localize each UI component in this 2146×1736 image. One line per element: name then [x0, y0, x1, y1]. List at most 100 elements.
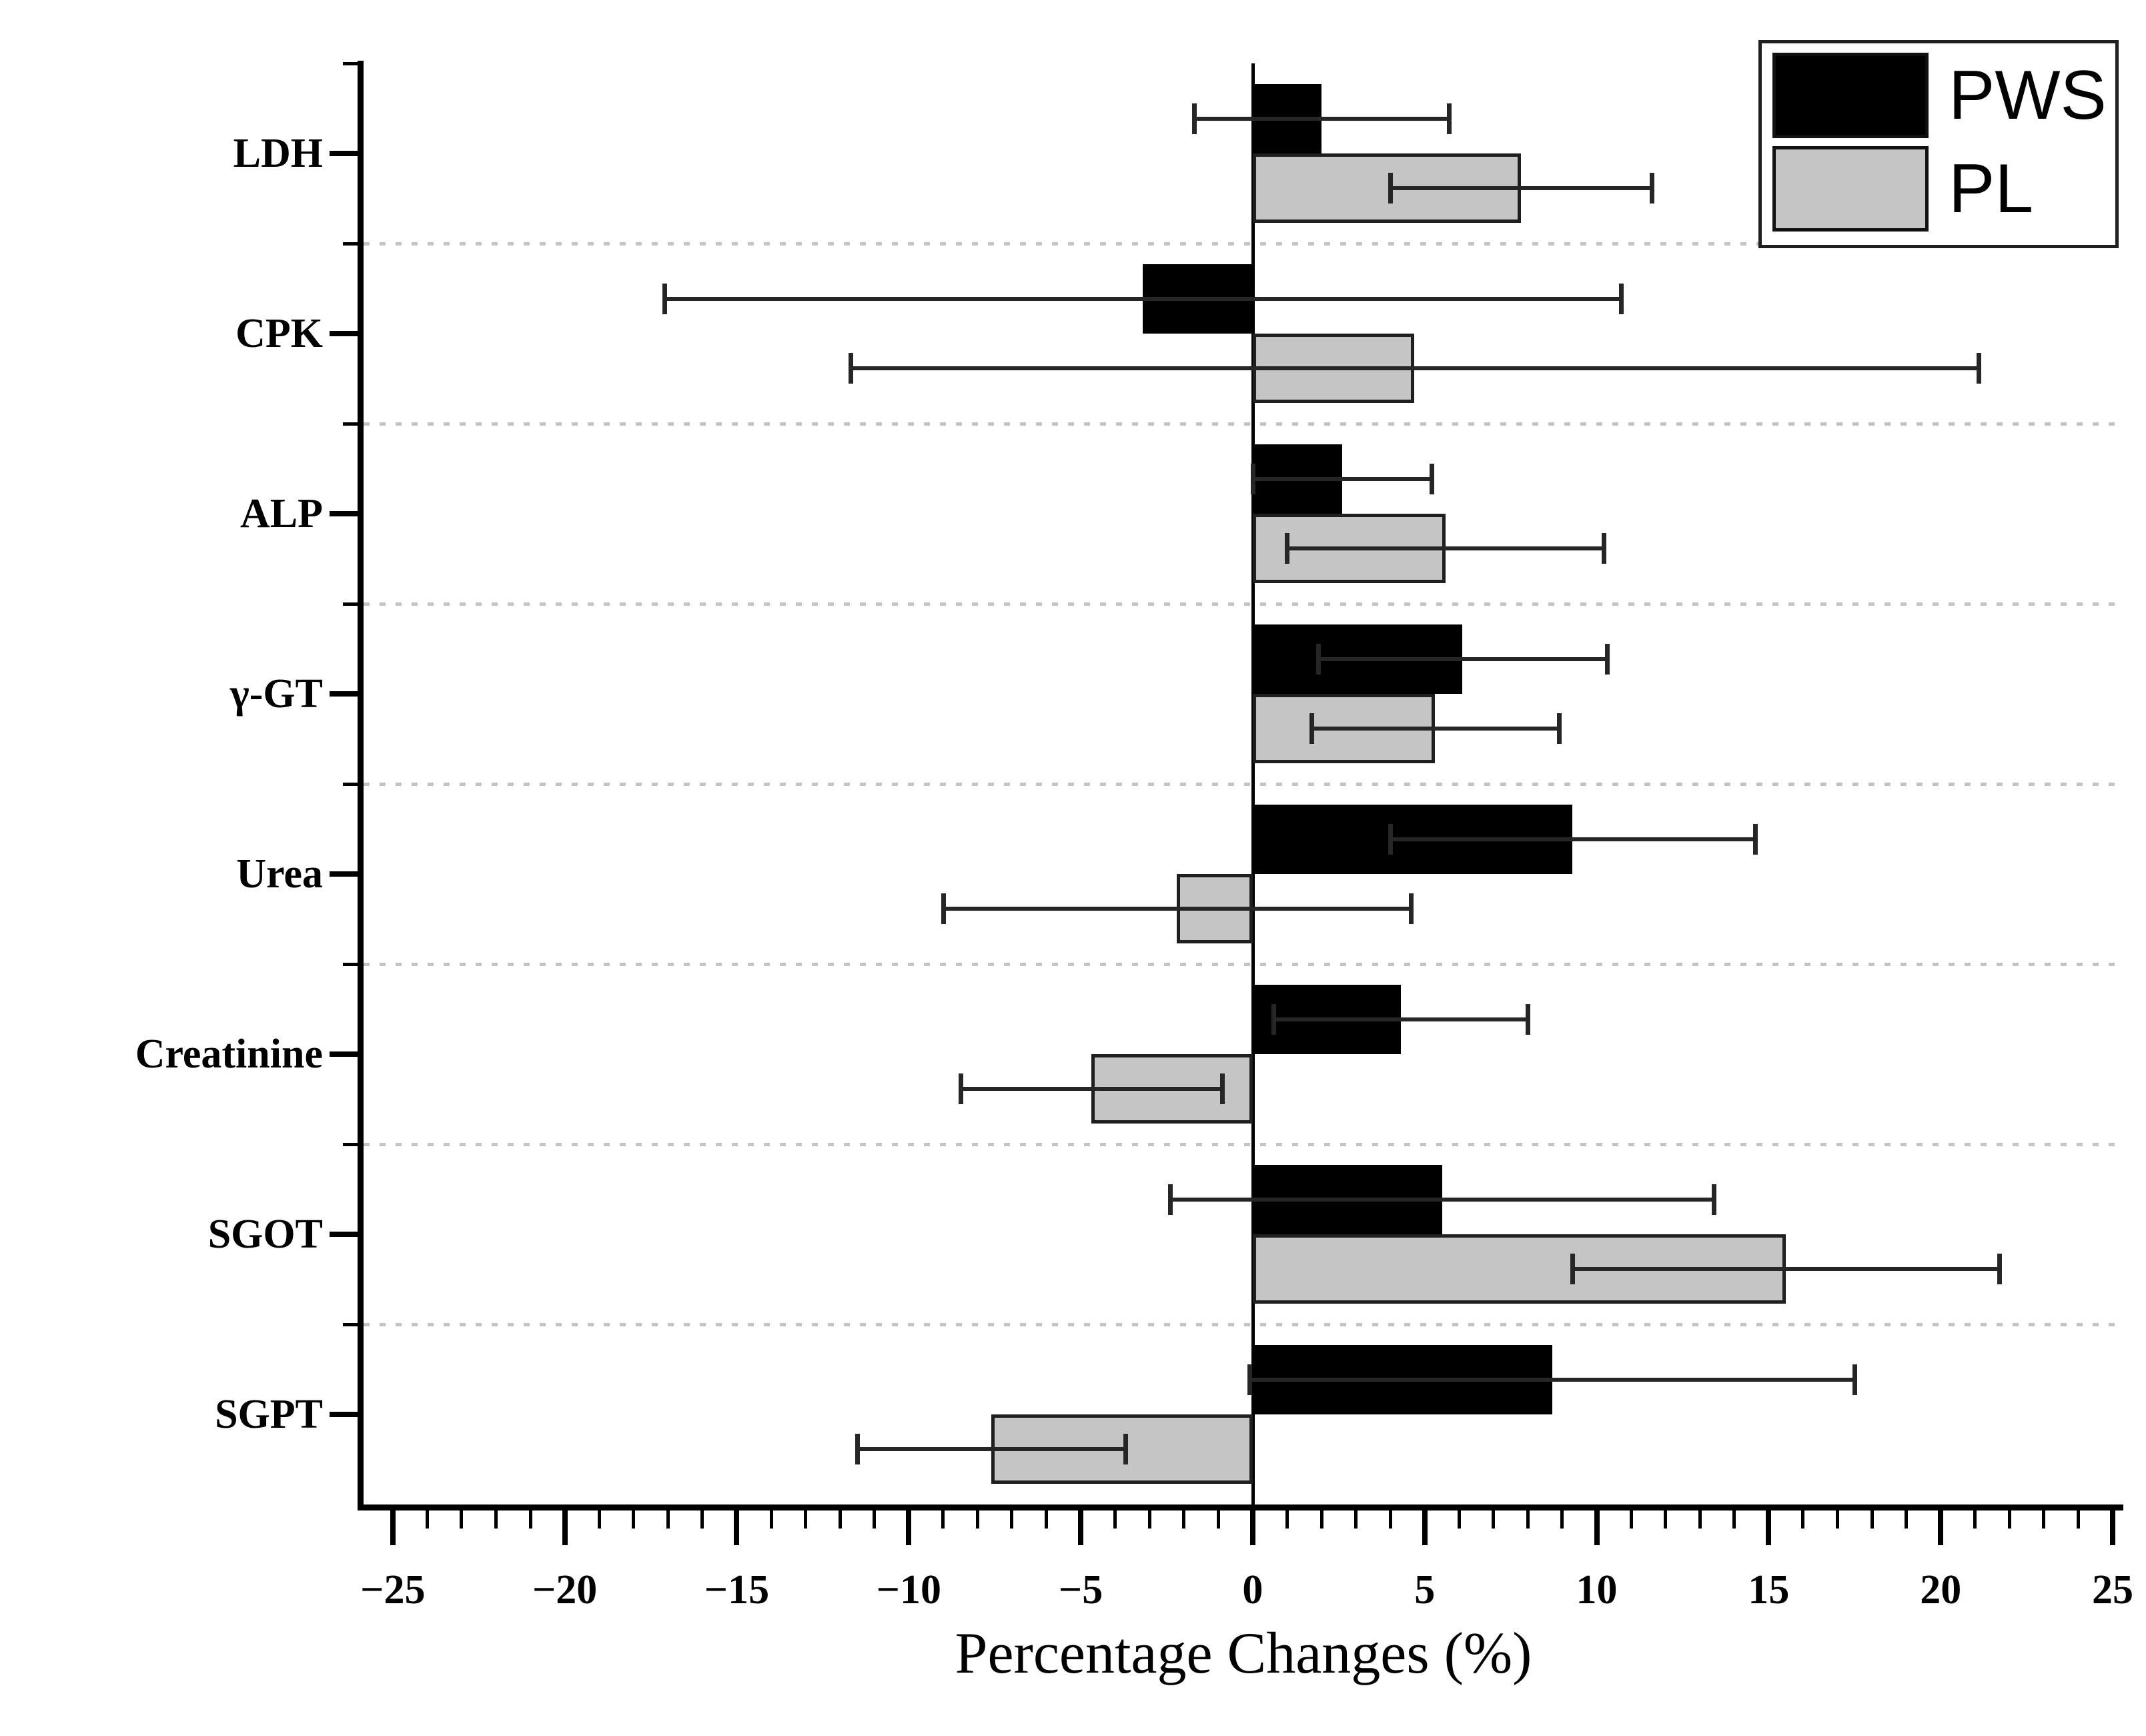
y-tick-minor [343, 1322, 358, 1326]
x-tick-minor [1973, 1510, 1977, 1529]
error-cap-right [1711, 1184, 1716, 1215]
x-tick-label: 10 [1576, 1567, 1618, 1613]
error-cap-right [1526, 1004, 1531, 1035]
error-cap-left [1168, 1184, 1173, 1215]
x-tick-label: 20 [1920, 1567, 1962, 1613]
legend-row-pws: PWS [1772, 53, 2115, 138]
y-tick-minor [343, 422, 358, 426]
x-tick-label: 15 [1748, 1567, 1790, 1613]
gridline [364, 422, 2123, 426]
error-bar-pws-8 [1249, 1378, 1855, 1382]
x-tick-major [1422, 1510, 1428, 1545]
error-cap-right [1556, 713, 1562, 744]
error-bar-pl-5 [943, 907, 1412, 911]
y-tick-major [330, 871, 358, 877]
x-tick-minor [1870, 1510, 1874, 1529]
gridline [364, 242, 2123, 246]
error-bar-pws-3 [1252, 477, 1432, 481]
x-tick-minor [804, 1510, 808, 1529]
y-tick-major [330, 1232, 358, 1237]
x-tick-major [1249, 1510, 1255, 1545]
x-tick-minor [1354, 1510, 1358, 1529]
x-tick-label: −5 [1058, 1567, 1103, 1613]
y-tick-minor [343, 242, 358, 246]
error-cap-right [1601, 533, 1606, 564]
x-tick-label: −20 [532, 1567, 598, 1613]
x-tick-major [1594, 1510, 1600, 1545]
x-tick-minor [2042, 1510, 2046, 1529]
legend-swatch-pl [1772, 146, 1929, 232]
error-cap-right [1430, 464, 1435, 494]
error-cap-left [958, 1073, 963, 1104]
error-cap-right [1605, 644, 1610, 675]
error-cap-right [1997, 1254, 2002, 1284]
y-tick-major [330, 511, 358, 516]
x-tick-minor [425, 1510, 429, 1529]
x-tick-minor [1560, 1510, 1564, 1529]
x-tick-major [562, 1510, 568, 1545]
x-tick-minor [528, 1510, 532, 1529]
x-tick-minor [1147, 1510, 1151, 1529]
y-axis-line [358, 61, 364, 1510]
x-tick-minor [1629, 1510, 1633, 1529]
error-bar-pl-8 [857, 1447, 1126, 1451]
legend-swatch-pws [1772, 53, 1929, 138]
x-tick-minor [1526, 1510, 1530, 1529]
y-tick-major [330, 1412, 358, 1417]
error-bar-pl-1 [1390, 186, 1652, 190]
category-label: SGPT [215, 1392, 323, 1437]
x-tick-minor [1182, 1510, 1186, 1529]
x-tick-minor [941, 1510, 945, 1529]
category-label: LDH [233, 131, 323, 176]
error-cap-left [1271, 1004, 1276, 1035]
x-tick-minor [1664, 1510, 1668, 1529]
gridline [364, 1323, 2123, 1326]
error-cap-right [1852, 1364, 1858, 1395]
x-tick-minor [1836, 1510, 1839, 1529]
x-tick-label: −15 [704, 1567, 770, 1613]
error-cap-left [662, 284, 668, 314]
x-tick-minor [1905, 1510, 1909, 1529]
x-tick-minor [1698, 1510, 1702, 1529]
x-tick-minor [700, 1510, 704, 1529]
legend-label-pws: PWS [1949, 57, 2107, 134]
error-cap-right [1650, 173, 1655, 203]
y-tick-minor [343, 782, 358, 786]
legend-row-pl: PL [1772, 146, 2115, 232]
y-tick-major [330, 691, 358, 697]
y-tick-minor [343, 1142, 358, 1146]
x-tick-major [1938, 1510, 1944, 1545]
error-cap-left [1250, 464, 1255, 494]
zero-line [1251, 63, 1255, 1504]
error-bar-pws-6 [1273, 1017, 1528, 1021]
category-label: Urea [236, 851, 323, 897]
error-bar-pws-1 [1194, 117, 1449, 121]
error-cap-right [1409, 893, 1414, 924]
error-cap-left [1388, 173, 1394, 203]
x-tick-minor [1732, 1510, 1736, 1529]
error-cap-left [1247, 1364, 1252, 1395]
x-tick-minor [1045, 1510, 1049, 1529]
error-cap-right [1123, 1434, 1129, 1464]
y-tick-major [330, 151, 358, 156]
x-tick-minor [494, 1510, 498, 1529]
x-tick-label: −25 [360, 1567, 426, 1613]
error-bar-pws-7 [1170, 1198, 1714, 1202]
x-tick-minor [2007, 1510, 2011, 1529]
x-tick-minor [460, 1510, 464, 1529]
x-tick-minor [597, 1510, 601, 1529]
x-tick-minor [873, 1510, 877, 1529]
x-tick-minor [1285, 1510, 1289, 1529]
x-tick-minor [1492, 1510, 1496, 1529]
error-cap-left [1315, 644, 1321, 675]
x-tick-minor [1113, 1510, 1117, 1529]
error-cap-left [1285, 533, 1290, 564]
legend: PWS PL [1758, 40, 2119, 248]
x-tick-minor [666, 1510, 670, 1529]
x-tick-minor [1319, 1510, 1323, 1529]
error-cap-left [1570, 1254, 1576, 1284]
gridline [364, 963, 2123, 966]
x-tick-major [390, 1510, 396, 1545]
y-tick-minor [343, 962, 358, 966]
x-tick-major [906, 1510, 912, 1545]
